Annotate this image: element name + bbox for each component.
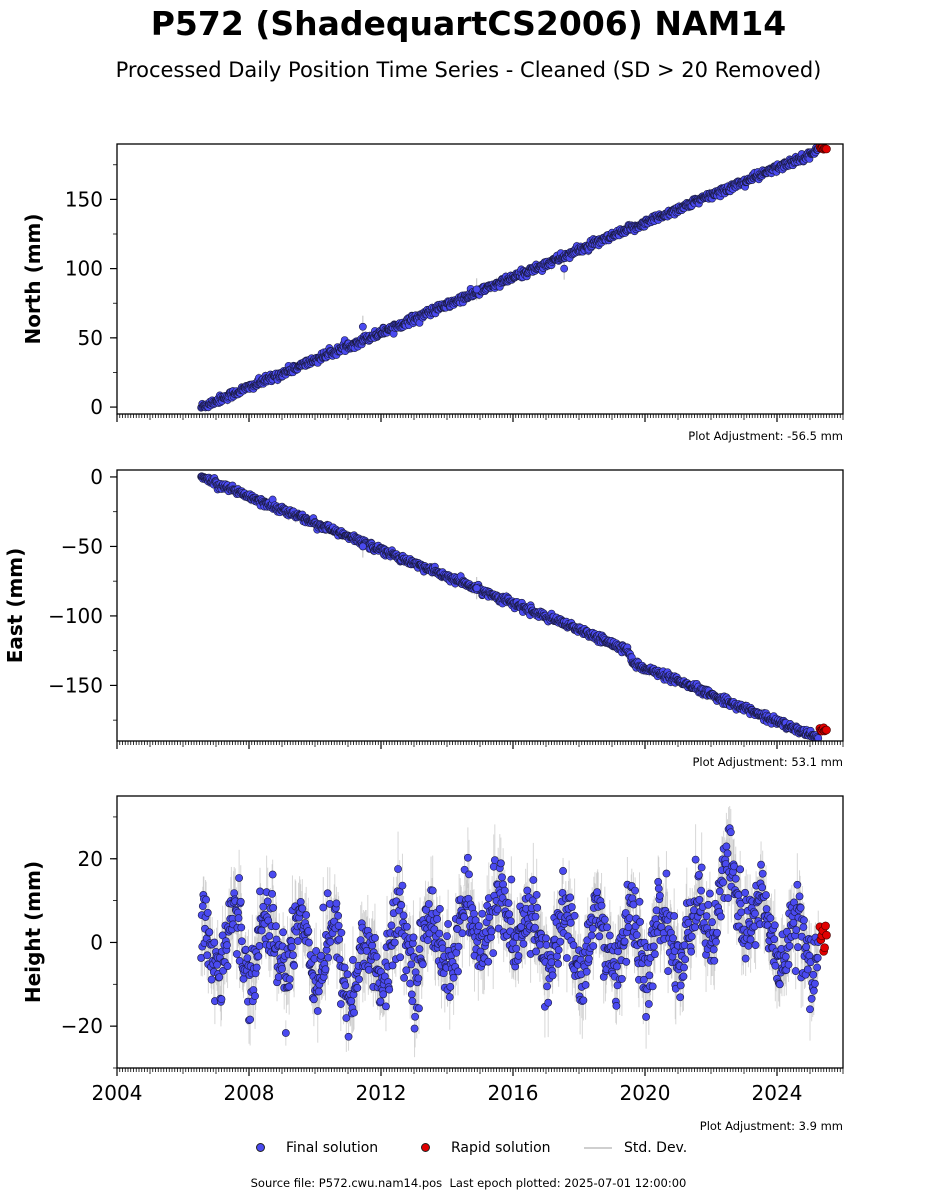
north-y-tick-label: 0	[90, 395, 103, 419]
north-y-tick-label: 100	[65, 257, 103, 281]
chart-subtitle: Processed Daily Position Time Series - C…	[115, 58, 822, 82]
north-final-points	[197, 144, 823, 412]
panel-north: 0 50 100 150 North (mm) Plot Adjustment: -56.…	[21, 143, 844, 443]
north-rapid-point	[822, 144, 831, 154]
north-y-tick-label: 50	[78, 326, 103, 350]
north-y-tick-label: 150	[65, 187, 103, 211]
east-final-points	[197, 472, 823, 741]
north-final-point	[472, 285, 481, 294]
east-rapid-point	[822, 725, 831, 735]
north-final-point	[560, 264, 569, 273]
chart-title: P572 (ShadequartCS2006) NAM14	[150, 4, 787, 43]
east-final-point	[358, 542, 367, 551]
east-rapid-points	[815, 723, 831, 736]
north-rapid-points	[815, 144, 831, 154]
north-final-point	[358, 322, 367, 331]
north-plot-adjustment: Plot Adjustment: -56.5 mm	[688, 429, 843, 443]
east-final-point	[814, 734, 823, 741]
north-y-axis-label: North (mm)	[21, 213, 45, 344]
east-final-point	[472, 584, 481, 593]
